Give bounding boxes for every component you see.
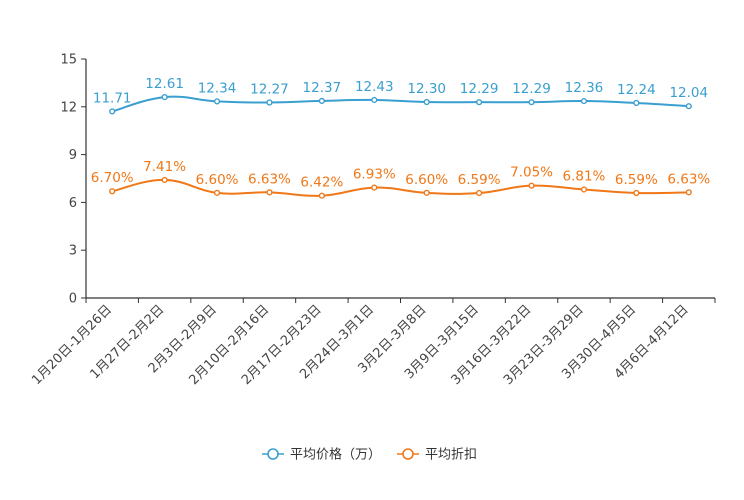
data-label-price: 12.27: [250, 81, 289, 97]
data-point-discount[interactable]: [161, 176, 168, 184]
data-label-price: 12.04: [669, 85, 708, 101]
data-label-price: 12.34: [198, 80, 237, 96]
data-point-discount[interactable]: [266, 189, 273, 196]
data-labels-layer: 11.71 12.61 12.34 12.27 12.37 12.43 12.30 12.29…: [91, 76, 711, 191]
y-tick-label: 15: [60, 53, 77, 68]
data-label-discount: 6.59%: [615, 172, 658, 188]
data-point-discount[interactable]: [423, 189, 430, 196]
data-label-discount: 6.63%: [248, 171, 291, 187]
data-label-price: 12.37: [303, 80, 342, 96]
data-label-price: 12.36: [565, 80, 604, 96]
legend-item-price[interactable]: 平均价格（万）: [262, 447, 381, 463]
series-line-discount: [111, 178, 690, 197]
data-point-price[interactable]: [213, 98, 221, 105]
data-label-discount: 6.59%: [458, 172, 501, 188]
data-label-price: 11.71: [93, 90, 132, 106]
data-label-discount: 6.42%: [300, 175, 343, 191]
data-point-discount[interactable]: [685, 189, 692, 196]
data-point-price[interactable]: [528, 99, 535, 106]
series-layer: [109, 93, 692, 199]
data-label-discount: 6.60%: [405, 172, 448, 188]
data-label-price: 12.29: [512, 81, 551, 97]
data-label-price: 12.29: [460, 81, 499, 97]
data-point-discount[interactable]: [213, 189, 221, 196]
data-label-discount: 7.05%: [510, 165, 553, 181]
legend-label-price: 平均价格（万）: [290, 447, 381, 463]
y-tick-label: 6: [69, 196, 77, 211]
data-label-price: 12.61: [145, 76, 184, 92]
data-label-discount: 7.41%: [143, 159, 186, 175]
data-label-discount: 6.81%: [563, 168, 606, 184]
series-line-price: [111, 95, 690, 113]
data-point-price[interactable]: [685, 103, 692, 110]
legend-label-discount: 平均折扣: [425, 448, 477, 463]
data-point-discount[interactable]: [528, 182, 535, 189]
axes: 036912151月20日-1月26日1月27日-2月2日2月3日-2月9日2月…: [29, 53, 716, 388]
legend-item-discount[interactable]: 平均折扣: [397, 448, 477, 463]
data-label-price: 12.24: [617, 82, 656, 98]
data-point-discount[interactable]: [580, 186, 588, 193]
data-point-price[interactable]: [423, 98, 430, 106]
legend-marker-price: [267, 448, 279, 460]
data-point-price[interactable]: [318, 97, 325, 105]
data-point-discount[interactable]: [371, 184, 378, 191]
y-tick-label: 3: [69, 244, 77, 259]
data-label-discount: 6.63%: [667, 171, 710, 187]
data-point-price[interactable]: [476, 99, 483, 106]
y-tick-label: 12: [60, 100, 77, 115]
data-label-discount: 6.70%: [91, 170, 134, 186]
legend-marker-discount: [402, 448, 414, 460]
data-point-discount[interactable]: [318, 192, 325, 199]
data-point-discount[interactable]: [633, 189, 640, 197]
data-point-price[interactable]: [161, 93, 168, 101]
y-tick-label: 0: [69, 292, 77, 307]
legend[interactable]: 平均价格（万） 平均折扣: [262, 447, 477, 463]
data-label-discount: 6.93%: [353, 167, 396, 183]
data-point-discount[interactable]: [476, 189, 483, 197]
data-point-price[interactable]: [109, 108, 116, 115]
data-point-price[interactable]: [266, 99, 273, 106]
data-point-price[interactable]: [580, 97, 588, 105]
data-point-price[interactable]: [371, 96, 378, 104]
data-point-price[interactable]: [633, 99, 640, 107]
data-label-discount: 6.60%: [196, 172, 239, 188]
data-label-price: 12.30: [407, 81, 446, 97]
data-point-discount[interactable]: [109, 188, 116, 195]
y-tick-label: 9: [69, 148, 77, 163]
data-label-price: 12.43: [355, 79, 394, 95]
